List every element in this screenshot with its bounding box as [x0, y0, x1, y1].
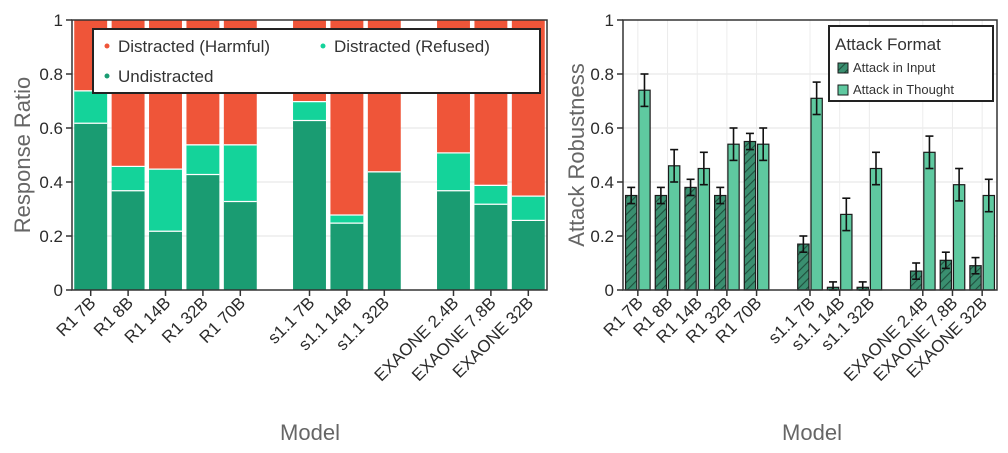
legend-swatch-undistracted	[104, 73, 110, 79]
y-tick-label: 0.6	[39, 119, 63, 138]
legend-box	[828, 25, 994, 102]
plot-border	[622, 19, 998, 291]
legend-swatch-attack-in-input	[837, 62, 849, 74]
bar-undistracted-s1-1-14b	[330, 222, 364, 290]
bar-attack-in-thought-r1-8b	[667, 165, 681, 291]
bar-attack-in-input-r1-70b	[743, 140, 757, 291]
y-tick-labels: 0 0.2 0.4 0.6 0.8 1	[39, 11, 72, 300]
y-tick-label: 0.4	[39, 173, 63, 192]
bar-attack-in-input-r1-14b	[684, 186, 697, 291]
bar-undistracted-exaone-2-4b	[437, 190, 470, 290]
bar-distracted-refused-r1-32b	[186, 144, 220, 174]
bar-distracted-refused-exaone-7-8b	[474, 184, 508, 204]
legend-label-distracted-harmful: Distracted (Harmful)	[118, 37, 270, 56]
bar-attack-in-thought-r1-14b	[697, 167, 711, 291]
y-tick-label: 1	[54, 11, 63, 30]
bar-attack-in-thought-r1-70b	[756, 143, 770, 291]
y-tick-label: 0	[54, 281, 63, 300]
legend-swatch-attack-in-thought	[837, 84, 849, 96]
x-tick-label: R1 7B	[53, 293, 100, 340]
bar-undistracted-exaone-32b	[511, 219, 545, 290]
bar-distracted-refused-s1-1-14b	[330, 214, 364, 223]
bar-attack-in-thought-s1-1-32b	[869, 167, 883, 291]
bar-distracted-refused-s1-1-7b	[293, 101, 326, 120]
y-tick-label: 0.2	[590, 227, 614, 246]
y-axis-label: Attack Robustness	[564, 63, 589, 246]
plot-border	[71, 19, 548, 291]
y-tick-label: 0.4	[590, 173, 614, 192]
y-tick-label: 1	[605, 11, 614, 30]
y-tick-label: 0.2	[39, 227, 63, 246]
bar-undistracted-r1-8b	[111, 190, 145, 290]
bar-undistracted-r1-7b	[74, 122, 108, 290]
bar-distracted-refused-r1-7b	[74, 90, 108, 123]
bar-distracted-refused-r1-8b	[111, 165, 145, 191]
y-tick-label: 0.6	[590, 119, 614, 138]
bar-distracted-refused-r1-70b	[223, 144, 257, 201]
y-tick-label: 0.8	[590, 65, 614, 84]
bar-undistracted-exaone-7-8b	[474, 203, 508, 290]
legend-label-attack-in-input: Attack in Input	[853, 60, 936, 75]
bar-distracted-refused-exaone-2-4b	[437, 152, 470, 191]
bar-distracted-refused-exaone-32b	[511, 195, 545, 220]
legend-box	[92, 28, 541, 94]
bar-attack-in-input-r1-7b	[624, 194, 638, 291]
bar-attack-in-input-r1-8b	[654, 194, 668, 291]
bar-undistracted-r1-14b	[149, 230, 182, 290]
y-axis-label: Response Ratio	[10, 77, 35, 234]
bar-distracted-refused-r1-14b	[149, 168, 182, 231]
y-tick-labels: 0 0.2 0.4 0.6 0.8 1	[590, 11, 623, 300]
bar-undistracted-r1-70b	[223, 200, 257, 290]
bar-attack-in-thought-r1-32b	[727, 143, 740, 291]
y-tick-label: 0.8	[39, 65, 63, 84]
legend: Distracted (Harmful) Distracted (Refused)…	[92, 28, 541, 94]
bar-undistracted-s1-1-32b	[367, 171, 401, 290]
x-axis-label: Model	[782, 420, 842, 445]
legend-swatch-distracted-harmful	[104, 43, 110, 49]
bar-undistracted-s1-1-7b	[293, 119, 326, 291]
legend-title: Attack Format	[835, 35, 941, 54]
bar-attack-in-thought-r1-7b	[638, 89, 651, 291]
bar-undistracted-r1-32b	[186, 173, 220, 290]
legend-label-attack-in-thought: Attack in Thought	[853, 82, 954, 97]
legend-label-undistracted: Undistracted	[118, 67, 213, 86]
bar-attack-in-input-r1-32b	[714, 194, 727, 291]
y-tick-label: 0	[605, 281, 614, 300]
bar-attack-in-thought-s1-1-7b	[810, 97, 823, 291]
legend: Attack Format Attack in Input Attack in T…	[828, 25, 994, 102]
x-axis-label: Model	[280, 420, 340, 445]
legend-swatch-distracted-refused	[320, 43, 326, 49]
bar-attack-in-thought-exaone-2-4b	[923, 151, 936, 291]
legend-label-distracted-refused: Distracted (Refused)	[334, 37, 490, 56]
